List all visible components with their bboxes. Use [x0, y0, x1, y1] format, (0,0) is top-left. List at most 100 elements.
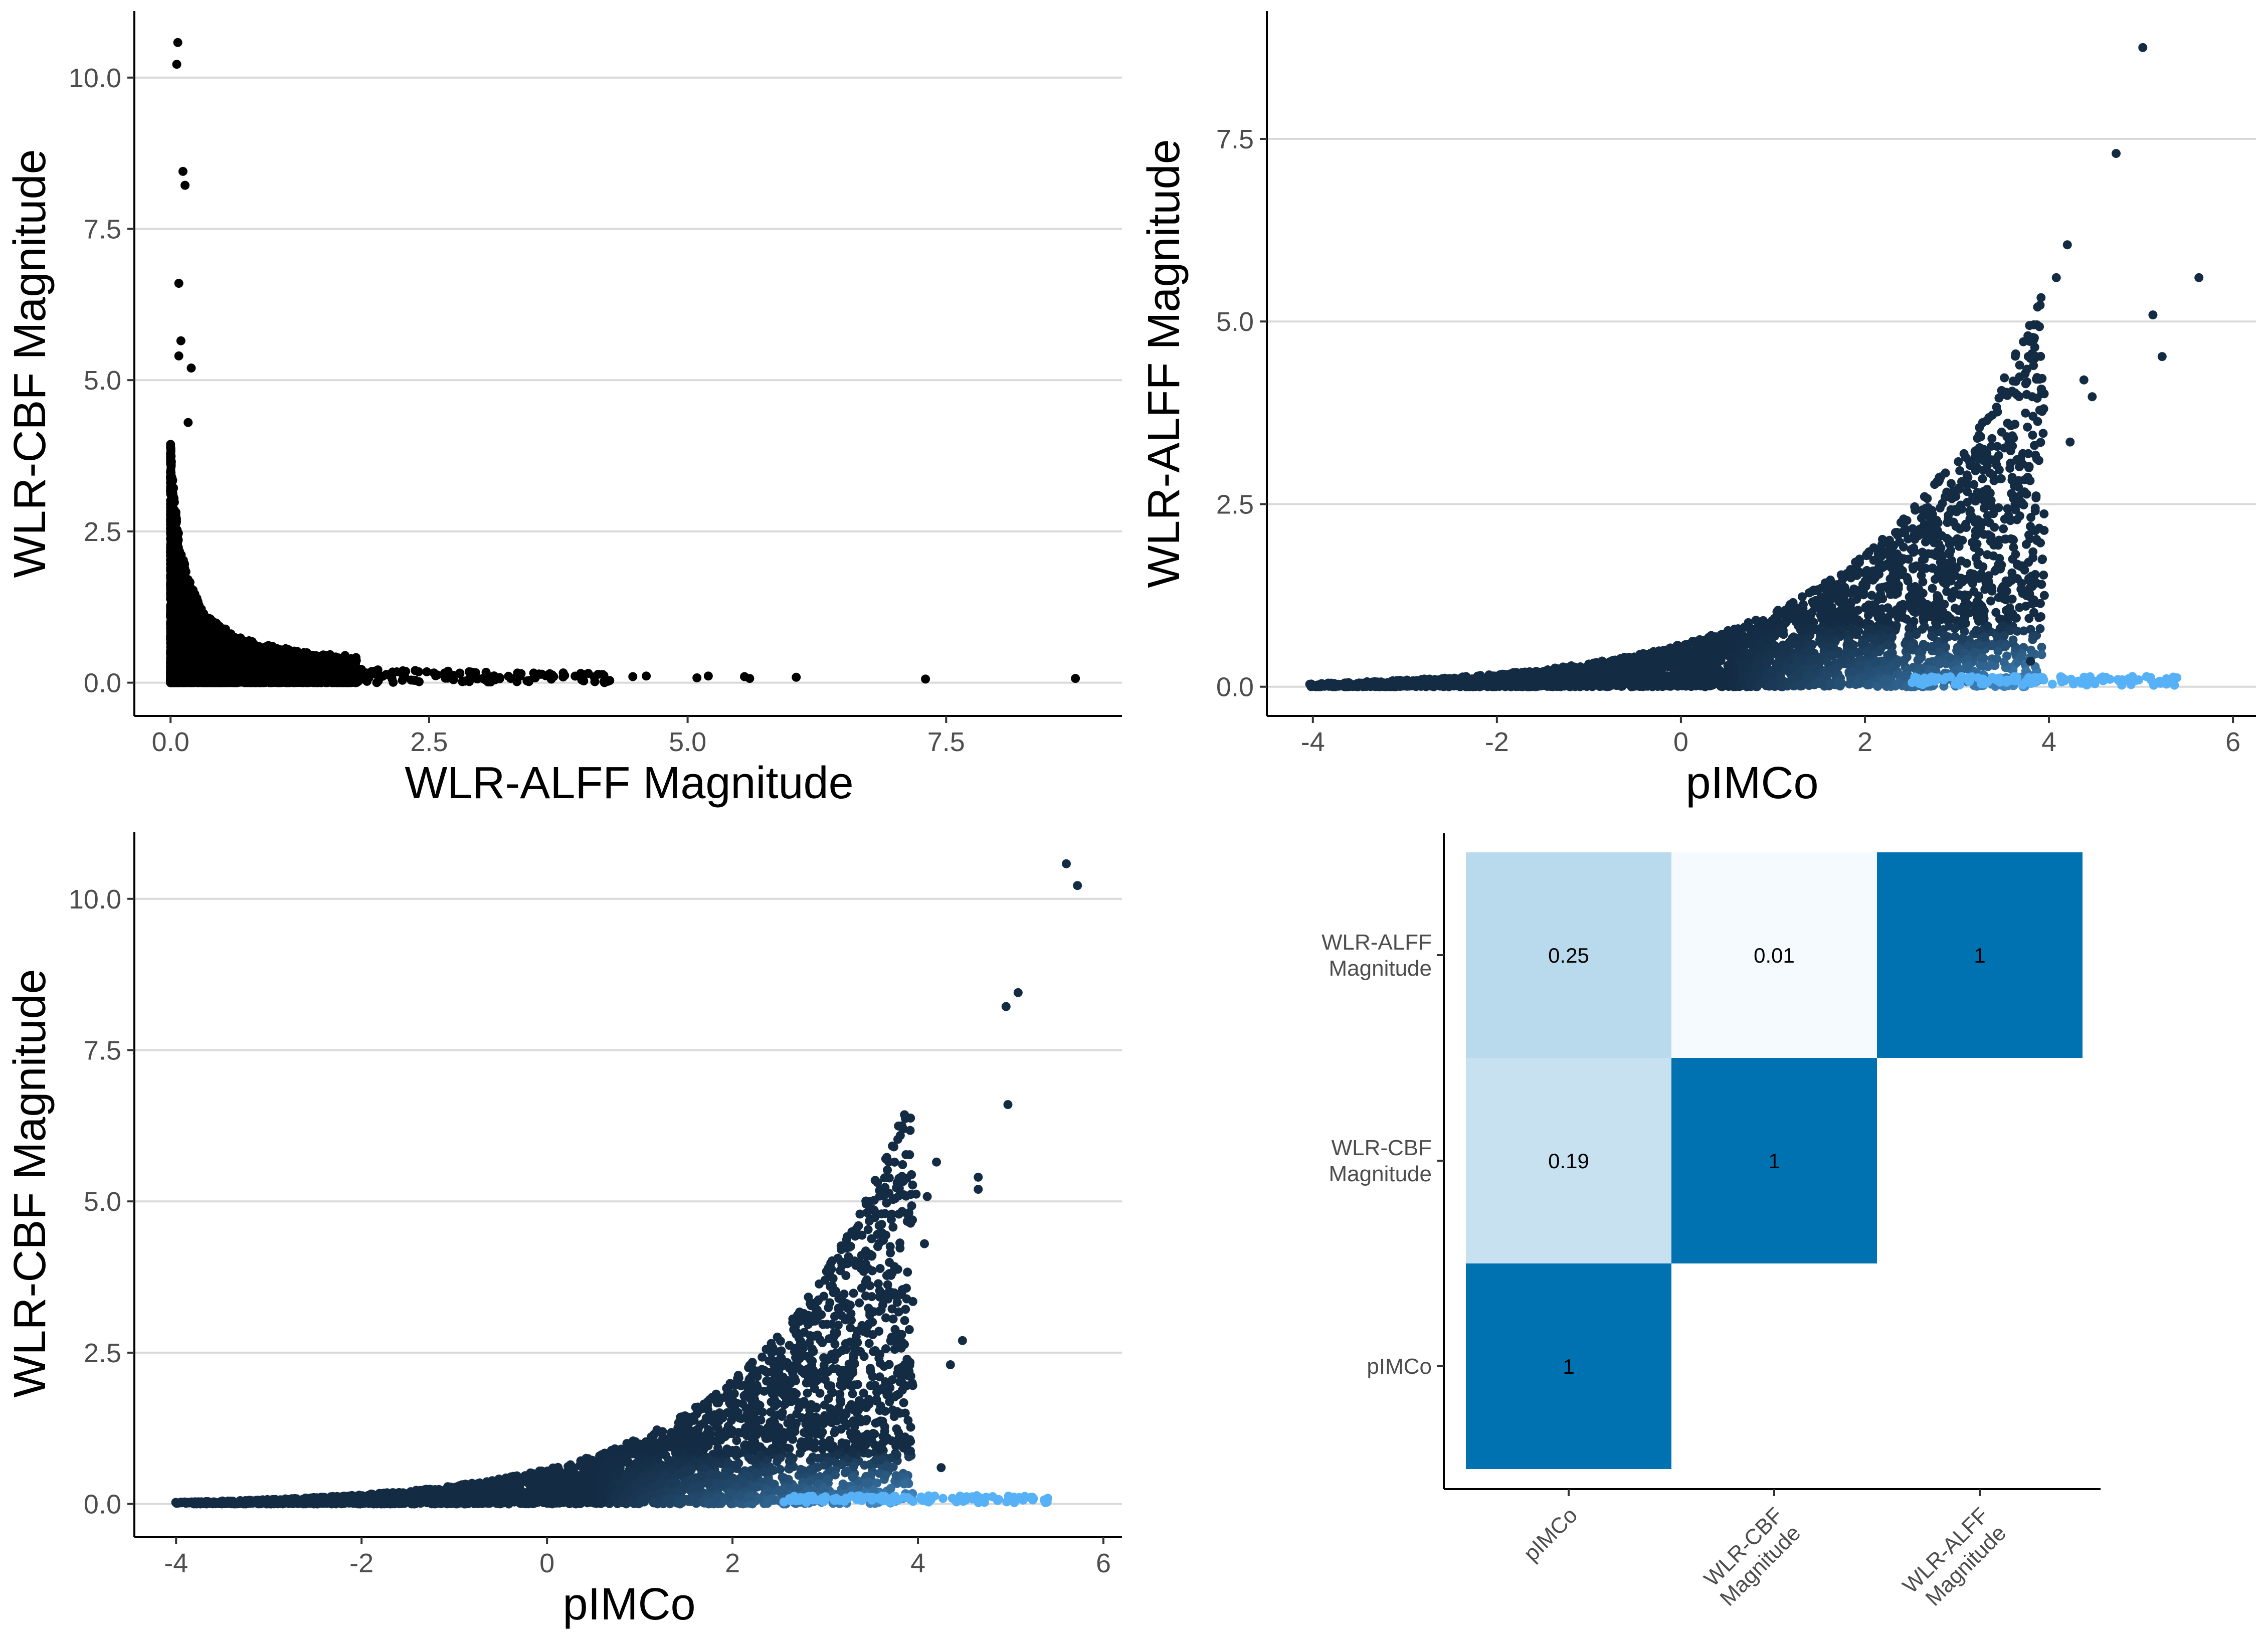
data-point [166, 455, 175, 465]
data-point [166, 468, 175, 477]
data-point [389, 677, 398, 687]
data-point [546, 674, 556, 684]
data-point [692, 673, 702, 682]
y-axis-title: WLR-ALFF Magnitude [1139, 139, 1189, 588]
data-point [286, 647, 296, 657]
data-point [392, 667, 402, 677]
data-point [169, 622, 178, 632]
data-point [740, 672, 749, 681]
data-point [184, 628, 194, 638]
data-point [178, 556, 188, 565]
data-point [200, 635, 210, 645]
data-point [298, 666, 307, 676]
data-point [210, 654, 220, 663]
data-point [275, 658, 284, 668]
data-point [183, 418, 193, 427]
data-point [196, 612, 206, 621]
data-point [349, 655, 358, 664]
data-point [190, 589, 200, 599]
data-point [166, 482, 175, 491]
data-point [327, 674, 336, 683]
data-point [465, 677, 474, 686]
data-point [238, 668, 247, 678]
y-axis-title: WLR-CBF Magnitude [5, 149, 55, 578]
data-point [270, 650, 279, 659]
data-point [362, 676, 371, 686]
data-point [590, 672, 599, 682]
data-point [226, 629, 236, 639]
data-point [168, 536, 178, 545]
data-point [313, 656, 323, 665]
data-point [211, 636, 220, 646]
data-point [186, 363, 196, 373]
data-point [367, 667, 376, 676]
data-point [628, 672, 638, 681]
data-point [321, 664, 331, 673]
data-point [166, 632, 175, 642]
data-point [174, 668, 184, 677]
data-point [335, 655, 344, 665]
data-point [178, 166, 187, 176]
data-point [466, 667, 476, 677]
y-tick-label: 2.5 [84, 517, 121, 547]
data-point [1836, 570, 1846, 580]
data-point [449, 671, 458, 680]
y-tick-label: 10.0 [69, 63, 121, 93]
data-point [2024, 614, 2034, 623]
x-axis-title: WLR-ALFF Magnitude [405, 758, 853, 808]
data-point [186, 598, 196, 608]
data-point [201, 643, 210, 652]
data-point [166, 580, 175, 590]
data-point [254, 664, 264, 673]
x-tick-label: 2.5 [410, 727, 448, 757]
data-point [332, 664, 341, 674]
data-point [166, 444, 175, 453]
data-point [173, 38, 182, 47]
data-point [341, 673, 350, 683]
data-point [487, 675, 496, 684]
data-point [174, 351, 183, 360]
data-point [221, 639, 230, 648]
data-point [267, 641, 277, 651]
data-point [1973, 560, 1983, 570]
data-point [577, 675, 587, 684]
data-point [259, 678, 269, 687]
data-point [302, 648, 312, 657]
data-point [535, 669, 545, 679]
data-point [512, 677, 522, 686]
data-point [170, 511, 179, 521]
point-cloud [166, 440, 615, 687]
y-tick-label: 7.5 [84, 214, 121, 244]
data-point [206, 618, 216, 628]
data-point [642, 671, 651, 681]
data-point [174, 279, 183, 288]
data-point [703, 671, 713, 681]
data-point [287, 674, 296, 684]
data-point [240, 677, 250, 686]
data-point [172, 60, 181, 69]
data-point [495, 674, 504, 683]
data-point [180, 180, 190, 190]
data-point [167, 603, 176, 613]
data-point [558, 668, 568, 678]
data-point [202, 627, 212, 637]
x-tick-label: 5.0 [669, 727, 706, 757]
data-point [792, 672, 801, 682]
data-point [181, 581, 191, 590]
data-point [2010, 420, 2020, 429]
data-point [599, 671, 609, 680]
data-point [216, 678, 225, 687]
data-point [1999, 524, 2008, 533]
y-tick-label: 0.0 [84, 668, 121, 698]
data-point [173, 528, 183, 538]
scatter-panel-alff-vs-cbf: WLR-ALFF Magnitude WLR-CBF Magnitude 0.0… [5, 11, 1122, 808]
data-point [179, 637, 188, 647]
data-point [176, 336, 185, 345]
data-point [473, 674, 482, 683]
data-point [166, 657, 176, 666]
data-point [309, 677, 319, 687]
data-point [250, 654, 260, 663]
data-point [1071, 674, 1080, 683]
data-point [224, 649, 234, 658]
